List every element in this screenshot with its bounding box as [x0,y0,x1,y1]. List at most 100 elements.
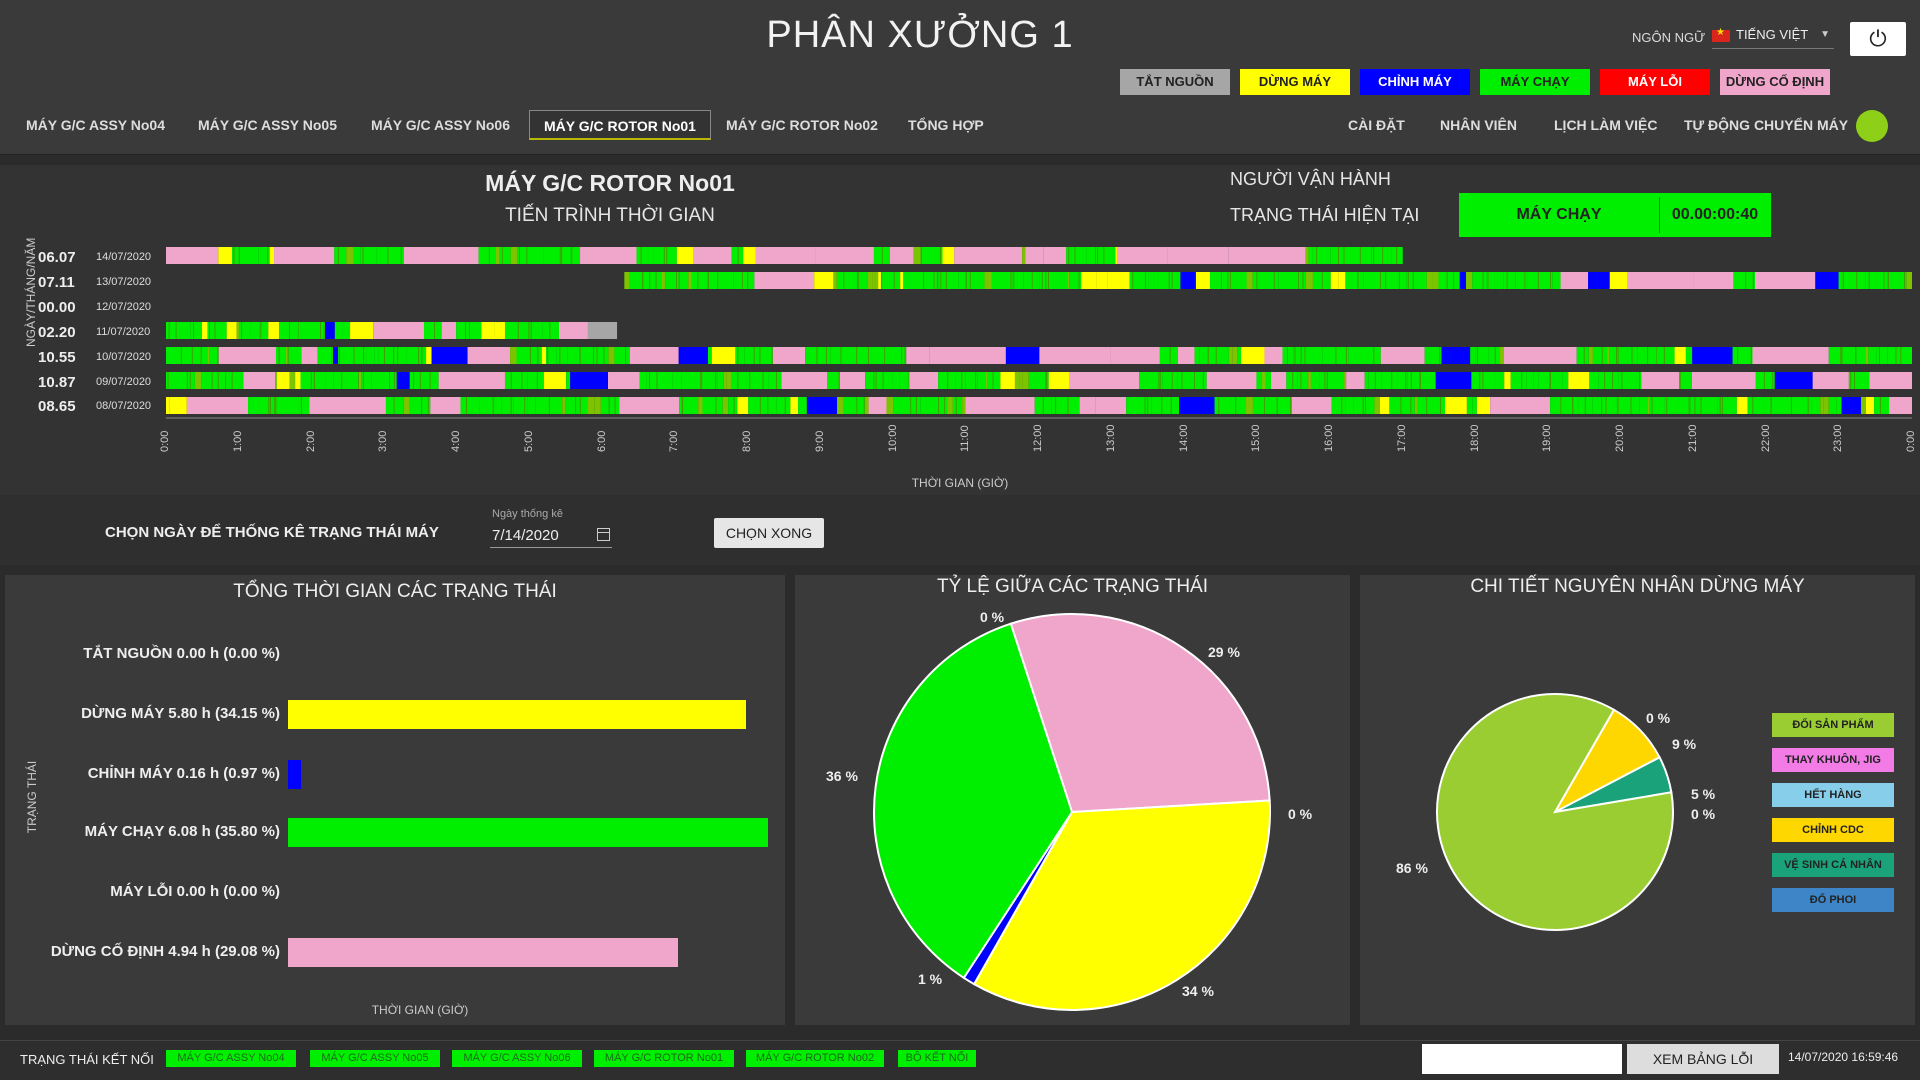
timeline-segment [1261,372,1266,389]
timeline-segment [1811,397,1821,414]
nav-settings[interactable]: CÀI ĐẶT [1348,117,1405,133]
timeline-segment [1148,272,1154,289]
timeline-segment [1874,397,1890,414]
timeline-segment [166,347,193,364]
timeline-segment [878,272,881,289]
timeline-segment [1390,272,1407,289]
nav-work-schedule[interactable]: LỊCH LÀM VIỆC [1554,117,1658,133]
timeline-segment [938,372,956,389]
nav-employees[interactable]: NHÂN VIÊN [1440,117,1518,133]
tab-summary[interactable]: TỔNG HỢP [908,117,984,133]
timeline-segment [1158,372,1160,389]
timeline-segment [1663,347,1665,364]
timeline-segment [1755,372,1775,389]
timeline-segment [1177,372,1207,389]
timeline-segment [675,272,677,289]
timeline-segment [608,397,610,414]
current-status-timer: 00.00:00:40 [1671,206,1759,223]
timeline-segment [1400,397,1402,414]
timeline-segment [517,247,544,264]
timeline-segment [1194,347,1200,364]
date-select-row [0,495,1920,565]
timeline-segment [1316,247,1318,264]
timeline-segment [1330,247,1354,264]
timeline-segment [991,272,1015,289]
hour-tick-label: 1:00 [231,430,244,452]
tab-rotor-no01[interactable]: MÁY G/C ROTOR No01 [529,110,711,140]
timeline-segment [1232,347,1238,364]
timeline-segment [1694,397,1696,414]
timeline-segment [383,347,385,364]
tab-rotor-no02[interactable]: MÁY G/C ROTOR No02 [726,117,878,133]
timeline-segment [798,397,807,414]
error-table-button[interactable]: XEM BẢNG LỖI [1627,1044,1779,1074]
timeline-segment [427,397,429,414]
timeline-segment [1214,397,1228,414]
timeline-segment [385,397,404,414]
timeline-segment [1241,347,1265,364]
timeline-segment [1305,272,1313,289]
timeline-segment [1207,347,1229,364]
tab-assy-no06[interactable]: MÁY G/C ASSY No06 [371,117,511,133]
legend-machine-stop: DỪNG MÁY [1240,69,1350,95]
timeline-segment [1406,272,1427,289]
timeline-segment [488,247,490,264]
timeline-segment [1178,347,1195,364]
timeline-segment [1271,372,1287,389]
timeline-segment [816,347,818,364]
date-select-label: CHỌN NGÀY ĐỂ THỐNG KÊ TRẠNG THÁI MÁY [105,524,439,541]
timeline-segment [743,247,756,264]
timeline-segment [839,372,866,389]
date-input[interactable] [490,524,612,548]
hour-tick-label: 9:00 [813,430,826,452]
timeline-segment [881,272,883,289]
timeline-segment [1132,272,1134,289]
timeline-segment [1679,372,1681,389]
language-select[interactable]: TIẾNG VIỆT ▼ [1712,27,1834,49]
tab-assy-no04[interactable]: MÁY G/C ASSY No04 [26,117,166,133]
power-button[interactable]: ⏻ [1850,22,1906,56]
timeline-segment [857,272,859,289]
timeline-segment [1815,272,1839,289]
timeline-segment [323,322,325,339]
timeline-row-13/07/2020 [624,272,1912,289]
timeline-segment [413,372,415,389]
timeline-segment [167,372,169,389]
nav-auto-switch[interactable]: TỰ ĐỘNG CHUYỂN MÁY [1684,117,1849,133]
timeline-segment [320,322,321,339]
timeline-segment [882,372,884,389]
timeline-segment [784,397,786,414]
timeline-segment [1895,347,1897,364]
auto-switch-indicator[interactable] [1856,110,1888,142]
error-search-input[interactable] [1422,1044,1622,1074]
timeline-segment [697,272,699,289]
timeline-segment [1865,397,1875,414]
timeline-segment [1353,397,1375,414]
language-value: TIẾNG VIỆT [1736,27,1809,42]
timeline-segment [180,347,182,364]
timeline-segment [1079,397,1096,414]
hour-tick-label: 10:00 [886,424,899,452]
timeline-segment [856,272,858,289]
timeline-segment [1335,347,1337,364]
timeline-segment [1887,272,1907,289]
timeline-segment [1842,272,1844,289]
done-button[interactable]: CHỌN XONG [714,518,824,548]
hour-tick-label: 0:00 [159,430,171,452]
calendar-icon[interactable] [597,528,610,541]
timeline-segment [1046,372,1048,389]
timeline-segment [1515,272,1528,289]
timeline-segment [1836,397,1842,414]
reason-legend-ve-sinh: VỆ SINH CÁ NHÂN [1772,853,1894,877]
timeline-segment [1180,272,1196,289]
legend-machine-adjust: CHỈNH MÁY [1360,69,1470,95]
tab-assy-no05[interactable]: MÁY G/C ASSY No05 [198,117,338,133]
hour-tick-label: 12:00 [1032,424,1044,452]
timeline-segment [259,322,261,339]
timeline-segment [1609,347,1638,364]
timeline-segment [1838,272,1866,289]
hour-tick-label: 21:00 [1686,424,1699,452]
timeline-segment [1560,272,1589,289]
timeline-segment [1048,372,1070,389]
timeline-segment [1750,347,1752,364]
